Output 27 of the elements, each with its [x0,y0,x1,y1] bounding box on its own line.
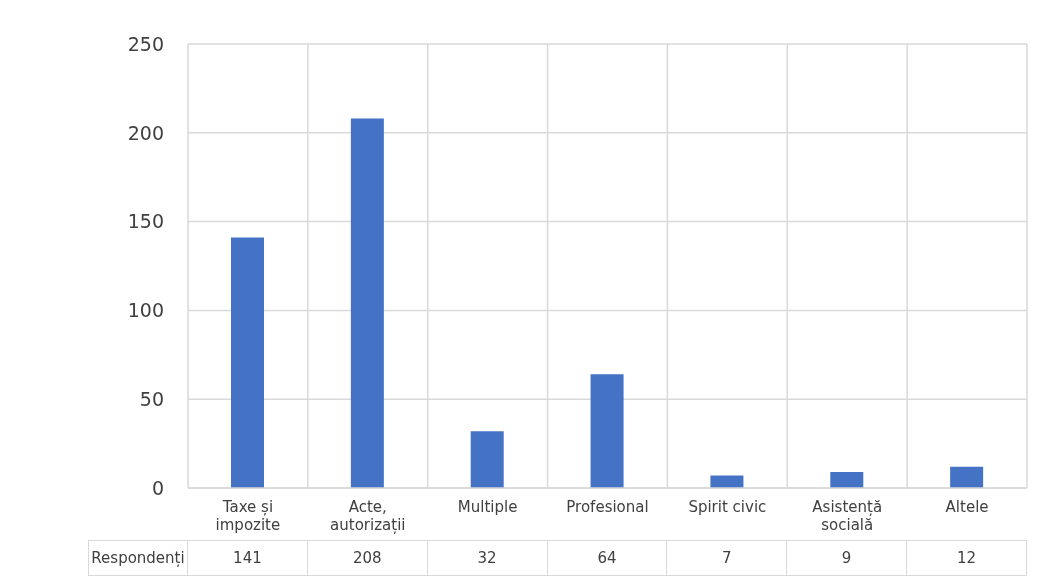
y-tick-label: 0 [151,476,164,499]
x-tick-label: Altele [945,498,989,516]
x-tick-label: Spirit civic [688,498,767,516]
bar [470,431,504,488]
y-tick-label: 100 [127,299,164,322]
data-label: 208 [352,549,382,567]
data-label: 141 [233,549,262,567]
data-label: 9 [841,549,852,567]
y-tick-label: 250 [127,32,164,55]
data-label: 64 [597,549,617,567]
x-tick-label: Multiple [457,498,518,516]
y-tick-label: 200 [127,121,164,144]
data-label: 7 [722,549,732,567]
data-label: 12 [956,549,977,567]
bar [950,466,984,488]
x-tick-label: Asistență socială [812,498,883,534]
bar [590,374,624,488]
data-label: 32 [477,549,497,567]
x-tick-label: Acte, autorizații [330,498,406,534]
x-tick-label: Taxe și impozite [215,498,281,534]
bar [830,472,864,488]
x-tick-label: Profesional [566,498,649,516]
bar [231,237,264,488]
bar [350,118,384,488]
text: Respondenți [91,549,185,567]
y-tick-label: 150 [127,210,164,233]
y-tick-label: 50 [139,387,164,410]
